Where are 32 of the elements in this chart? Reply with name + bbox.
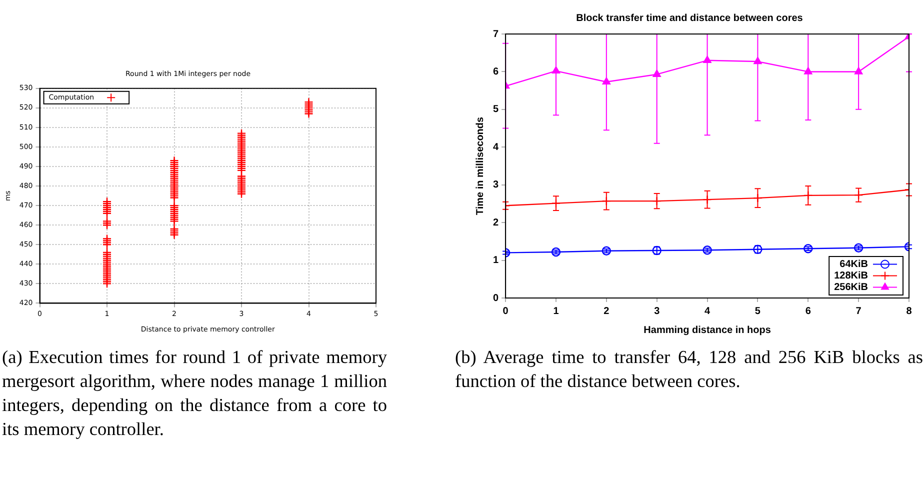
point — [551, 247, 561, 257]
x-tick-label: 8 — [906, 306, 912, 317]
point — [602, 246, 612, 256]
point — [804, 244, 813, 254]
y-tick-label: 7 — [493, 28, 499, 40]
point — [753, 193, 762, 203]
legend-label: 256KiB — [834, 282, 868, 293]
point — [702, 246, 712, 255]
x-tick-label: 7 — [856, 306, 862, 317]
x-tick-label: 1 — [553, 306, 560, 317]
x-tick-label: 2 — [604, 306, 610, 317]
y-axis-title: Time in milliseconds — [474, 116, 486, 216]
y-tick-label: 3 — [493, 180, 499, 191]
y-tick-label: 1 — [493, 255, 499, 266]
legend-label: 64KiB — [840, 259, 868, 270]
text: (b) Average time to transfer 64, 128 and 256 KiB blocks as function of the distance between cores. — [455, 346, 923, 393]
x-tick-label: 5 — [754, 306, 761, 317]
point — [702, 194, 712, 204]
y-tick-label: 0 — [493, 292, 499, 304]
x-tick-label: 4 — [704, 306, 710, 317]
y-tick-label: 6 — [493, 66, 499, 78]
legend-label: 128KiB — [834, 270, 868, 282]
x-axis-title: Hamming distance in hops — [644, 324, 772, 336]
y-tick-label: 4 — [493, 142, 499, 153]
text: (a) Execution times for round 1 of private memory mergesort algorithm, where nodes manage 1 million integers, depending on the distance from a core to its memory controller. — [2, 346, 387, 441]
chart-title: Block transfer time and distance between cores — [576, 12, 804, 24]
y-tick-label: 2 — [493, 217, 499, 228]
point — [854, 243, 864, 252]
x-tick-label: 6 — [805, 306, 812, 317]
y-tick-label: 5 — [493, 104, 499, 116]
x-tick-label: 3 — [654, 306, 660, 317]
x-tick-label: 0 — [502, 306, 509, 317]
